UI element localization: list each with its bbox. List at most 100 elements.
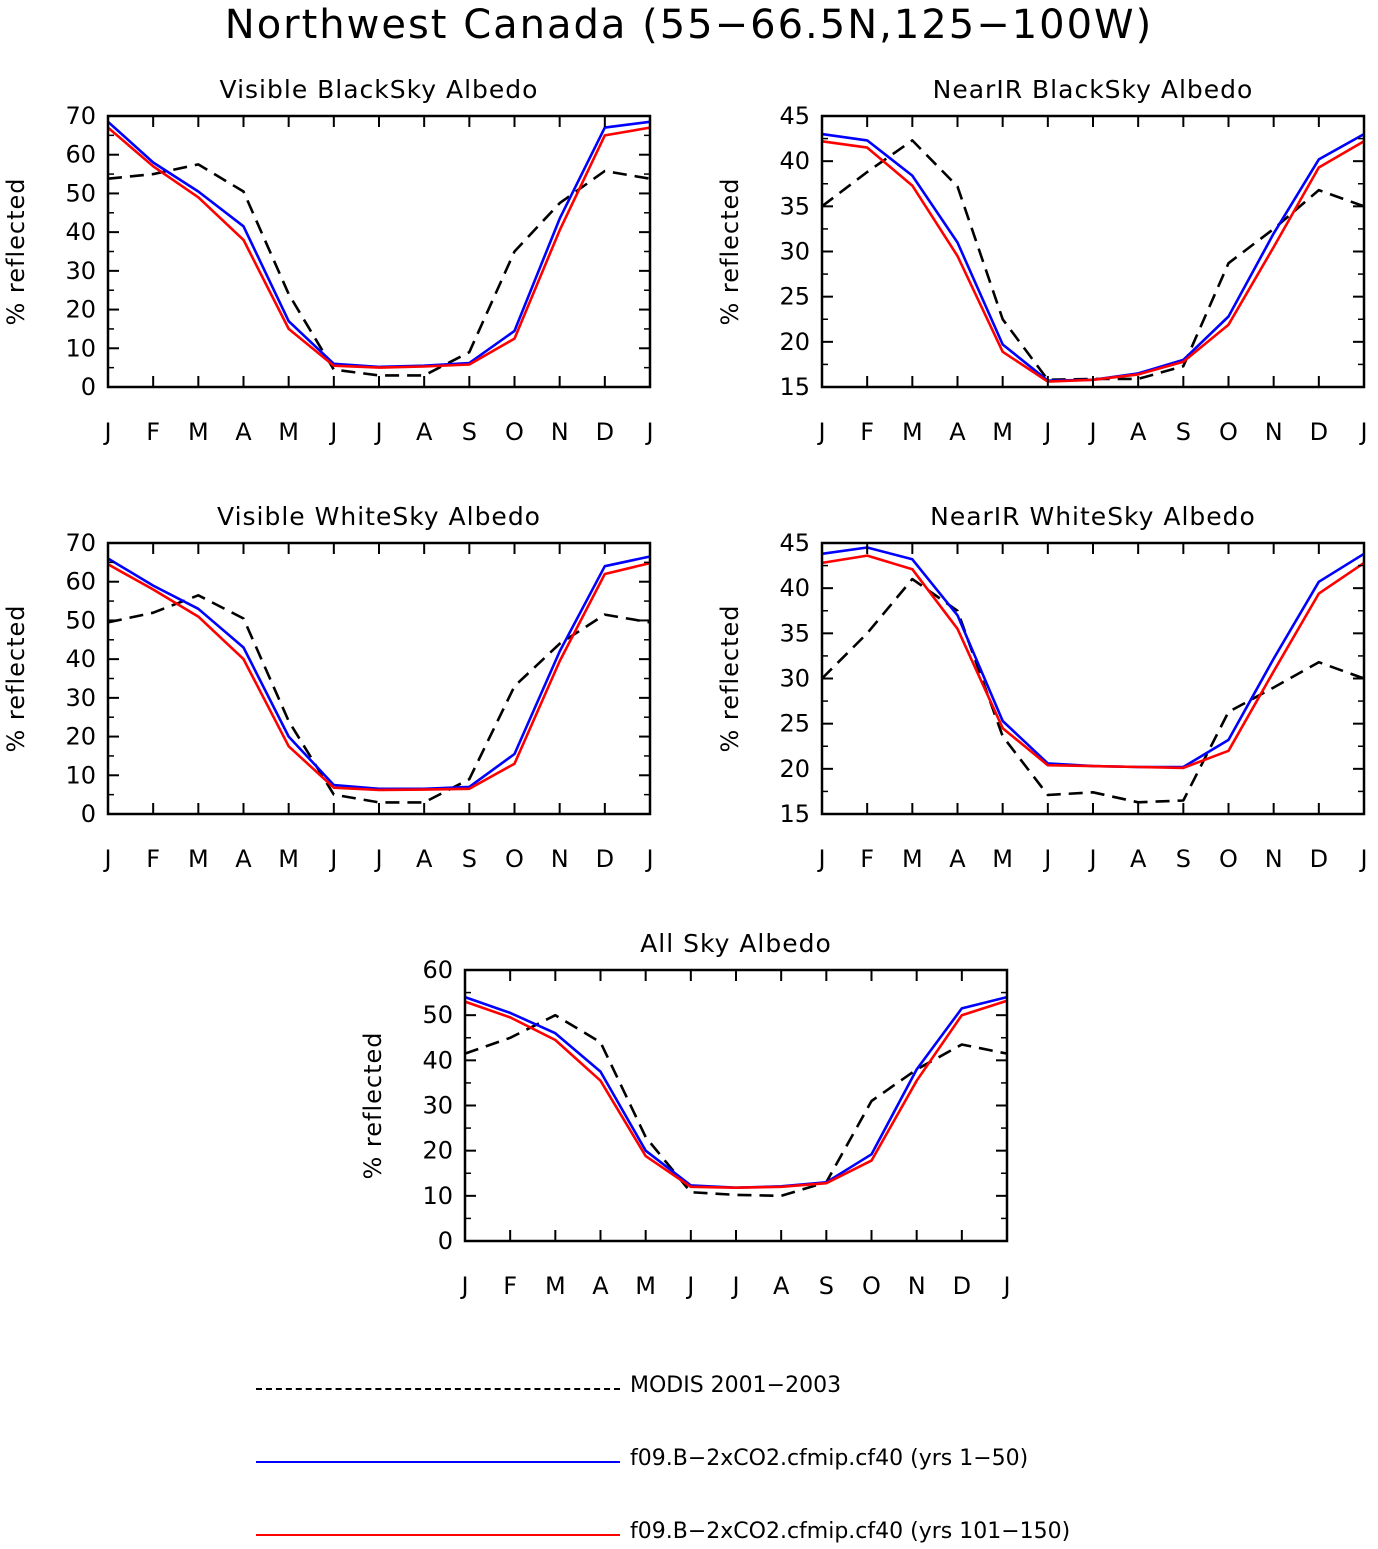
x-tick-label: M (545, 1272, 566, 1300)
x-tick-label: J (730, 1272, 739, 1300)
figure-title: Northwest Canada (55−66.5N,125−100W) (224, 2, 1154, 48)
x-tick-label: J (328, 845, 337, 873)
x-tick-label: O (505, 418, 524, 446)
plot-frame (463, 968, 1009, 1243)
x-tick-label: A (592, 1272, 609, 1300)
x-tick-label: J (1042, 418, 1051, 446)
y-tick-label: 15 (779, 373, 810, 401)
x-tick-label: M (278, 418, 299, 446)
y-tick-label: 70 (65, 102, 96, 130)
plot-frame (106, 541, 652, 816)
y-tick-label: 35 (779, 619, 810, 647)
x-tick-label: J (644, 418, 653, 446)
x-tick-label: A (773, 1272, 790, 1300)
y-tick-label: 20 (779, 755, 810, 783)
x-tick-label: A (949, 418, 966, 446)
y-tick-label: 20 (422, 1137, 453, 1165)
x-tick-label: F (146, 845, 160, 873)
x-tick-label: J (373, 845, 382, 873)
y-axis-label: % reflected (2, 604, 30, 752)
x-tick-label: O (505, 845, 524, 873)
x-tick-label: J (1087, 845, 1096, 873)
y-axis-label: % reflected (716, 604, 744, 752)
x-tick-label: D (1310, 845, 1328, 873)
x-tick-label: J (1042, 845, 1051, 873)
series-line-run2 (821, 140, 1365, 383)
chart-title: All Sky Albedo (640, 929, 832, 958)
y-tick-label: 0 (81, 373, 96, 401)
y-tick-label: 45 (779, 102, 810, 130)
x-tick-label: N (1265, 418, 1283, 446)
legend-label-run-1-50: f09.B−2xCO2.cfmip.cf40 (yrs 1−50) (630, 1446, 1029, 1471)
series-line-run2 (464, 999, 1008, 1189)
x-tick-label: M (992, 845, 1013, 873)
x-tick-label: A (1130, 845, 1147, 873)
legend-swatch-run-101-150 (256, 1534, 620, 1536)
x-tick-label: A (1130, 418, 1147, 446)
x-tick-label: J (459, 1272, 468, 1300)
y-tick-label: 50 (65, 606, 96, 634)
x-tick-label: N (551, 845, 569, 873)
y-tick-label: 25 (779, 283, 810, 311)
x-tick-label: S (462, 845, 477, 873)
legend-swatch-modis (256, 1388, 620, 1390)
series-line-modis (821, 139, 1365, 382)
chart-title: Visible BlackSky Albedo (220, 75, 539, 104)
chart-title: NearIR BlackSky Albedo (933, 75, 1254, 104)
y-tick-label: 30 (65, 257, 96, 285)
y-tick-label: 20 (65, 723, 96, 751)
series-line-modis (107, 163, 651, 377)
y-tick-label: 0 (81, 800, 96, 828)
y-axis-label: % reflected (716, 177, 744, 325)
x-tick-label: M (635, 1272, 656, 1300)
x-tick-label: A (235, 418, 252, 446)
y-axis-label: % reflected (359, 1031, 387, 1179)
plot-frame (820, 114, 1366, 389)
x-tick-label: A (235, 845, 252, 873)
x-tick-label: J (1358, 845, 1367, 873)
y-tick-label: 15 (779, 800, 810, 828)
plot-frame (106, 114, 652, 389)
x-tick-label: J (816, 418, 825, 446)
series-line-run1 (107, 120, 651, 369)
y-tick-label: 60 (422, 956, 453, 984)
legend-label-run-101-150: f09.B−2xCO2.cfmip.cf40 (yrs 101−150) (630, 1519, 1071, 1544)
x-tick-label: J (373, 418, 382, 446)
y-tick-label: 0 (438, 1227, 453, 1255)
y-tick-label: 40 (422, 1046, 453, 1074)
y-tick-label: 40 (779, 147, 810, 175)
x-tick-label: D (596, 845, 614, 873)
series-line-run2 (107, 126, 651, 369)
x-tick-label: J (102, 845, 111, 873)
y-tick-label: 25 (779, 710, 810, 738)
x-tick-label: F (860, 418, 874, 446)
y-tick-label: 50 (422, 1001, 453, 1029)
x-tick-label: D (596, 418, 614, 446)
series-line-run2 (821, 554, 1365, 770)
y-tick-label: 20 (65, 296, 96, 324)
x-tick-label: J (644, 845, 653, 873)
y-tick-label: 40 (65, 218, 96, 246)
x-tick-label: F (146, 418, 160, 446)
chart-title: NearIR WhiteSky Albedo (930, 502, 1256, 531)
series-line-modis (464, 1013, 1008, 1198)
y-tick-label: 30 (779, 665, 810, 693)
x-tick-label: O (1219, 845, 1238, 873)
x-tick-label: N (908, 1272, 926, 1300)
x-tick-label: M (278, 845, 299, 873)
x-tick-label: A (949, 845, 966, 873)
x-tick-label: M (902, 845, 923, 873)
x-tick-label: M (992, 418, 1013, 446)
y-tick-label: 30 (779, 238, 810, 266)
y-tick-label: 40 (779, 574, 810, 602)
x-tick-label: S (462, 418, 477, 446)
x-tick-label: S (819, 1272, 834, 1300)
series-line-run1 (821, 132, 1365, 383)
x-tick-label: M (188, 418, 209, 446)
x-tick-label: D (1310, 418, 1328, 446)
